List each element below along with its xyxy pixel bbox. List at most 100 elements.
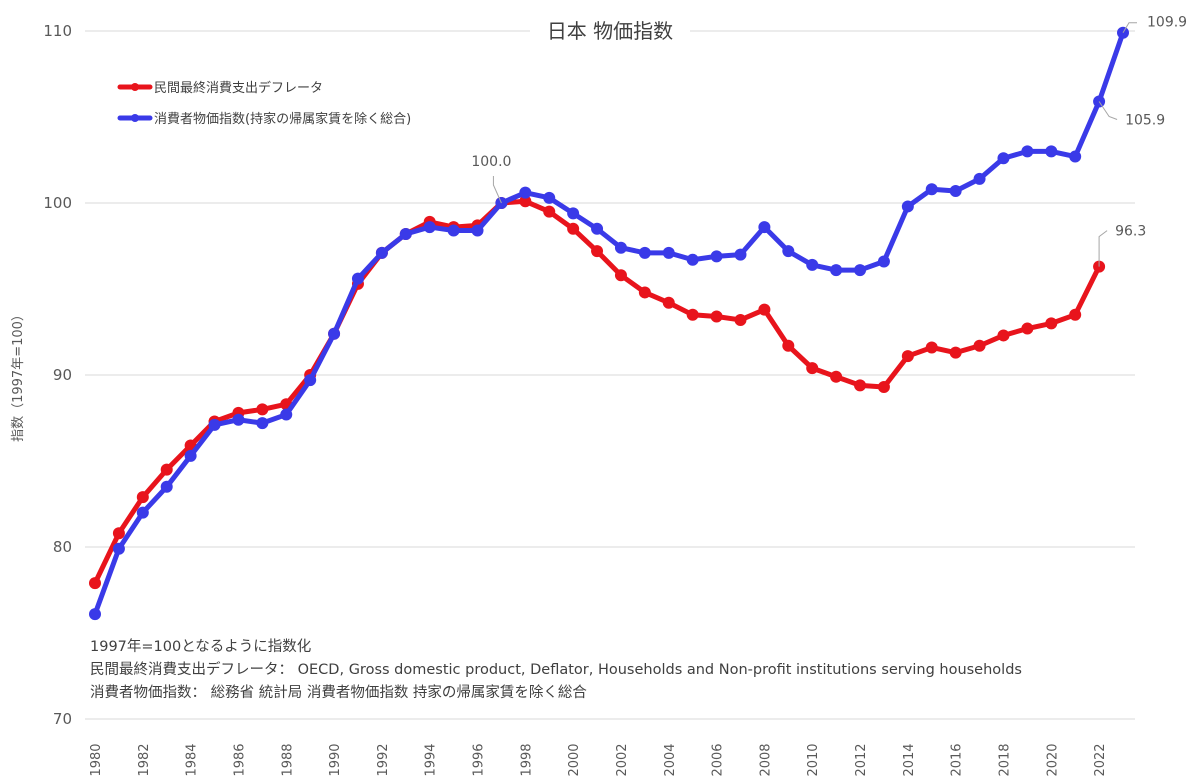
data-point: [543, 205, 556, 218]
data-point: [328, 327, 341, 340]
data-point: [136, 506, 149, 519]
legend: 民間最終消費支出デフレータ 消費者物価指数(持家の帰属家賃を除く総合): [117, 80, 411, 127]
data-point: [758, 221, 771, 234]
data-point: [614, 269, 627, 282]
data-label-leader: [1098, 230, 1108, 267]
data-labels: 100.0 96.3 109.9 105.9: [471, 15, 1187, 267]
data-point: [949, 184, 962, 197]
data-point: [877, 255, 890, 268]
data-point: [567, 222, 580, 235]
x-tick-label: 1996: [472, 743, 487, 776]
data-point: [447, 224, 460, 237]
data-point: [280, 408, 293, 421]
data-point: [662, 246, 675, 259]
data-point: [136, 491, 149, 504]
data-point: [662, 296, 675, 309]
data-point: [591, 245, 604, 258]
data-point: [830, 264, 843, 277]
x-tick-label: 1986: [232, 743, 247, 776]
x-tick-label: 1992: [376, 743, 391, 776]
data-point: [567, 207, 580, 220]
x-tick-label: 2022: [1093, 743, 1108, 776]
x-tick-label: 2002: [615, 743, 630, 776]
data-point: [519, 186, 532, 199]
data-point: [591, 222, 604, 235]
data-point: [351, 272, 364, 285]
y-tick-label: 80: [53, 538, 72, 556]
data-point: [304, 374, 317, 387]
series-deflator: [89, 195, 1106, 590]
data-point: [686, 308, 699, 321]
series-line-deflator: [92, 198, 1102, 586]
x-tick-label: 2004: [663, 743, 678, 776]
data-point: [973, 339, 986, 352]
data-point: [399, 227, 412, 240]
data-point: [925, 341, 938, 354]
series-cpi: [89, 26, 1129, 621]
data-point: [208, 418, 221, 431]
x-tick-label: 1980: [89, 743, 104, 776]
x-tick-label: 1982: [137, 743, 152, 776]
data-point: [638, 246, 651, 259]
x-tick-label: 1988: [280, 743, 295, 776]
data-point: [543, 191, 556, 204]
data-point: [925, 183, 938, 196]
y-axis-label: 指数（1997年=100）: [11, 308, 26, 442]
data-point: [375, 246, 388, 259]
data-point: [89, 577, 101, 590]
data-point: [973, 172, 986, 185]
data-point: [1045, 317, 1058, 330]
data-point: [901, 200, 914, 213]
data-point: [734, 248, 747, 261]
data-point: [112, 527, 125, 540]
y-tick-label: 100: [43, 194, 72, 212]
data-point: [184, 449, 197, 462]
data-point: [471, 224, 484, 237]
data-point: [854, 379, 867, 392]
x-tick-label: 2016: [950, 743, 965, 776]
x-tick-label: 2000: [567, 743, 582, 776]
data-point: [638, 286, 651, 299]
x-tick-label: 2010: [806, 743, 821, 776]
data-point: [1021, 145, 1034, 158]
x-tick-label: 1998: [519, 743, 534, 776]
note-indexing: 1997年=100となるように指数化: [90, 639, 312, 655]
data-point: [614, 241, 627, 254]
legend-label-cpi: 消費者物価指数(持家の帰属家賃を除く総合): [154, 111, 411, 127]
data-point: [89, 608, 101, 621]
data-label: 109.9: [1147, 15, 1187, 31]
legend-item-cpi: 消費者物価指数(持家の帰属家賃を除く総合): [117, 111, 411, 127]
data-point: [423, 221, 436, 234]
data-label-leader: [1122, 22, 1137, 33]
data-point: [949, 346, 962, 359]
x-tick-label: 2006: [711, 743, 726, 776]
data-point: [830, 370, 843, 383]
x-tick-label: 1994: [424, 743, 439, 776]
data-point: [806, 362, 819, 375]
data-point: [256, 417, 269, 430]
x-tick-label: 2008: [758, 743, 773, 776]
x-tick-label: 2020: [1045, 743, 1060, 776]
data-point: [854, 264, 867, 277]
title-background: [530, 20, 690, 44]
data-point: [758, 303, 771, 316]
data-point: [782, 339, 795, 352]
x-tick-label: 2014: [902, 743, 917, 776]
data-point: [112, 542, 125, 555]
x-tick-label: 1990: [328, 743, 343, 776]
legend-item-deflator: 民間最終消費支出デフレータ: [117, 80, 323, 96]
legend-label-deflator: 民間最終消費支出デフレータ: [154, 80, 323, 96]
y-tick-label: 70: [53, 710, 72, 728]
data-label-leader: [1098, 101, 1118, 120]
note-deflator-source: 民間最終消費支出デフレータ： OECD, Gross domestic prod…: [90, 662, 1022, 678]
data-point: [160, 463, 173, 476]
data-point: [997, 329, 1010, 342]
x-axis-ticks: 1980 1982 1984 1986 1988 1990 1992 1994 1996 1998…: [89, 743, 1108, 776]
x-tick-label: 1984: [185, 743, 200, 776]
data-point: [1069, 150, 1082, 163]
y-tick-label: 90: [53, 366, 72, 384]
data-point: [1045, 145, 1058, 158]
y-axis-ticks: 70 80 90 100 110: [43, 22, 72, 728]
data-point: [519, 195, 532, 208]
